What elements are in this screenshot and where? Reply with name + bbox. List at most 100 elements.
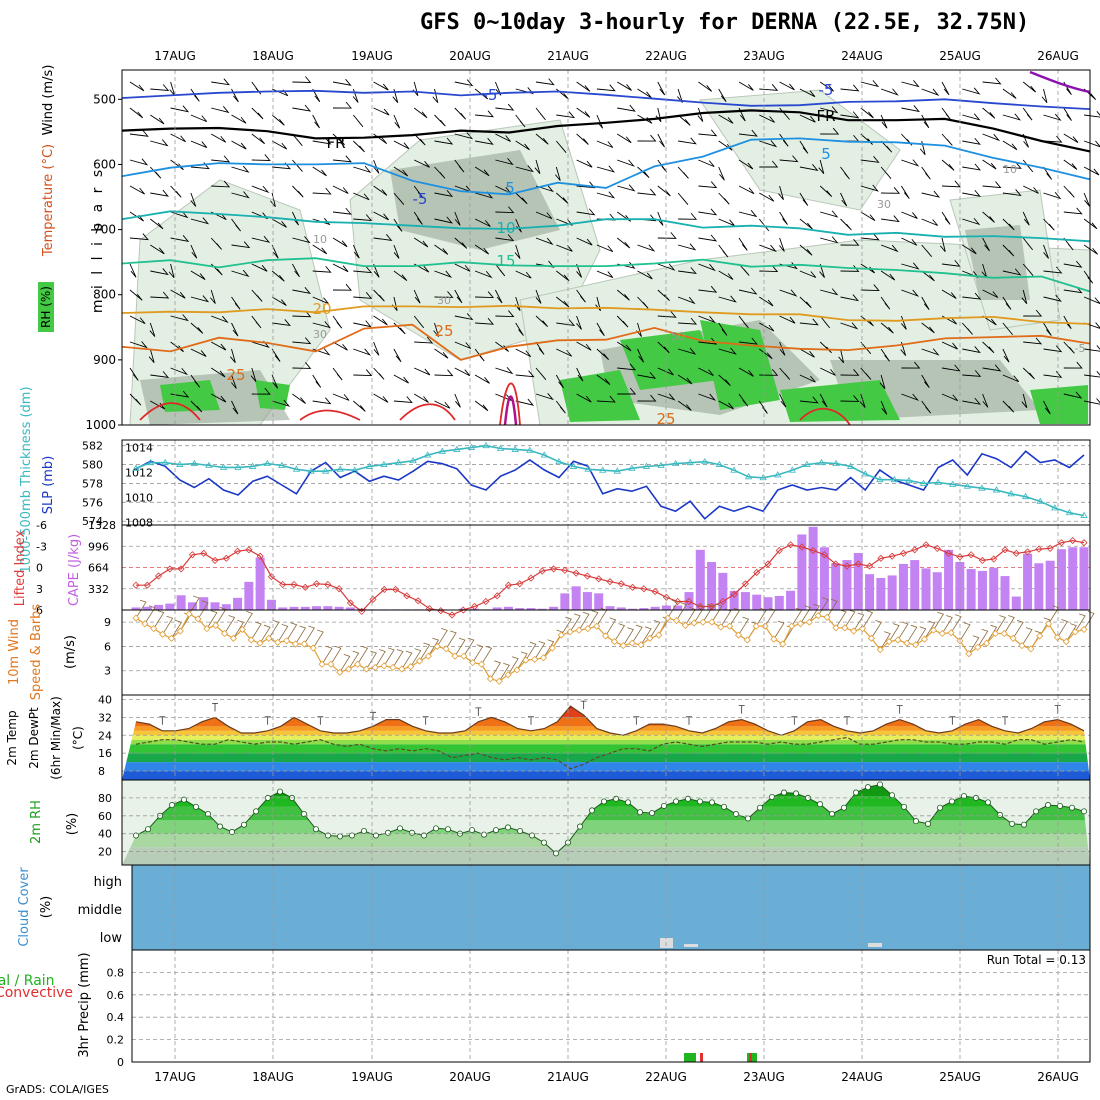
cape-bar	[740, 592, 750, 610]
wind-barb	[860, 184, 879, 192]
wind-barb	[962, 370, 982, 377]
lifted-marker	[956, 553, 964, 561]
wind-barb	[414, 367, 431, 376]
temp-tick-label: 32	[98, 711, 112, 724]
rh-marker	[1033, 808, 1040, 815]
wind-barb	[170, 133, 186, 143]
cape-bar	[887, 575, 897, 610]
wind-barb	[286, 622, 298, 641]
wind-barb	[434, 166, 446, 179]
wind-barb	[366, 650, 377, 670]
wind-barb	[215, 607, 227, 626]
lifted-marker	[741, 580, 749, 588]
thickness-marker	[380, 460, 388, 467]
wind-barb	[799, 348, 815, 358]
wind-barb	[962, 137, 981, 145]
wind-barb	[921, 88, 940, 96]
temp-color-band	[122, 762, 1090, 772]
wind-barb	[649, 619, 661, 639]
wind-barb	[250, 367, 257, 382]
cape-lifted-panel: -6 -3 0 3 6 1328 996 664 332 Lifted Index CAPE (J/…	[13, 519, 1090, 619]
wind-barb	[1022, 367, 1035, 380]
wind-barb	[569, 613, 581, 633]
wind-barb	[1083, 166, 1100, 176]
wind-barb	[353, 292, 373, 299]
wind-barb	[419, 642, 431, 662]
wind-marker	[504, 671, 512, 679]
wind-barb	[454, 237, 468, 249]
wind-barb	[616, 237, 631, 249]
thickness-marker	[438, 447, 446, 454]
wind-barb	[962, 270, 979, 278]
rh-marker	[276, 788, 283, 795]
wind-barb	[818, 159, 825, 175]
wind-barb	[941, 393, 959, 402]
thickness-marker	[132, 464, 140, 471]
rh-marker	[360, 828, 367, 835]
rh-shade-green	[160, 380, 220, 412]
wind-barb	[779, 289, 798, 297]
wind-barb	[640, 626, 652, 646]
wind-marker	[477, 660, 486, 668]
wind-barb	[678, 267, 697, 274]
wind-barb	[210, 393, 227, 403]
lifted-marker	[1080, 539, 1088, 547]
wind-marker	[336, 668, 344, 676]
wind-barb	[393, 140, 410, 150]
wind-barb	[1003, 615, 1015, 634]
thickness-marker	[817, 458, 826, 466]
wind-marker	[389, 663, 397, 672]
cape-bar	[910, 560, 920, 610]
wind-barb	[434, 400, 451, 409]
thickness-marker	[190, 459, 199, 467]
wind-barb	[901, 262, 920, 270]
thickness-marker	[263, 459, 271, 467]
wind-barb	[698, 81, 713, 92]
wind-barb	[312, 397, 332, 405]
wind-barb	[968, 635, 980, 654]
wind-barb	[168, 263, 175, 279]
wind-barb	[373, 393, 389, 403]
wind-barb	[144, 605, 156, 624]
wind-marker	[858, 625, 867, 633]
rh-marker	[913, 818, 920, 825]
wind-barb	[231, 114, 247, 124]
wind-barb	[170, 390, 190, 398]
date-label-bottom: 24AUG	[841, 1070, 883, 1084]
wind-marker	[256, 639, 264, 647]
wind-marker	[327, 660, 335, 668]
wind-barb	[170, 235, 190, 242]
wind-barb	[982, 159, 997, 170]
wind-barb	[1083, 244, 1098, 255]
wind-barb	[941, 615, 953, 634]
temp-max-whisker	[844, 716, 850, 725]
wind-barb	[838, 348, 845, 364]
thickness-marker	[774, 471, 782, 478]
wind-barb	[393, 166, 409, 177]
wind-barb	[353, 348, 372, 356]
wind-barb	[535, 392, 554, 401]
wind-barb	[596, 322, 605, 337]
wind-barb	[759, 265, 779, 273]
wind-marker	[247, 636, 255, 644]
contour-label: 30	[437, 294, 451, 307]
wind-marker	[229, 634, 238, 642]
wind-barb	[149, 322, 156, 337]
wind-barb	[799, 114, 816, 123]
thickness-marker	[555, 457, 563, 465]
y-tick-label: 800	[93, 288, 116, 302]
wind-barb	[1063, 361, 1083, 369]
rh-marker	[144, 826, 151, 833]
temp-max-whisker	[633, 716, 640, 725]
wind-marker	[788, 622, 796, 630]
wind-barb	[190, 348, 207, 357]
wind-barb	[190, 270, 206, 280]
rh-tick-label: 20	[98, 846, 112, 859]
rh-axis-label: RH (%)	[39, 286, 53, 328]
wind-barb	[820, 210, 839, 218]
precip-panel: 0 0.2 0.4 0.6 0.8 Run Total = 0.13 Total / Rai…	[0, 952, 1090, 1069]
lifted-marker	[188, 551, 196, 559]
wind-barb	[433, 322, 439, 337]
wind-barb	[1043, 135, 1063, 143]
wind-tick-label: 6	[104, 640, 111, 653]
